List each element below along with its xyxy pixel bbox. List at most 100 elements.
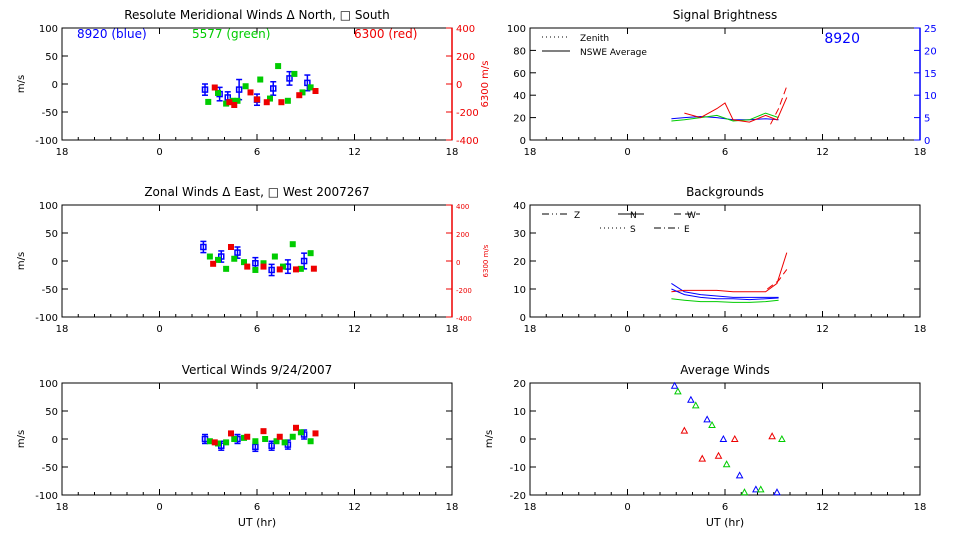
meridional-point bbox=[235, 86, 243, 93]
vertical-point bbox=[297, 429, 304, 436]
zonal-ytick-label: -100 bbox=[35, 313, 58, 324]
vertical-ytick-label: 0 bbox=[52, 435, 58, 446]
average-xtick-label: 6 bbox=[722, 502, 728, 513]
average-point bbox=[687, 395, 695, 403]
vertical-point bbox=[273, 438, 280, 445]
average-point bbox=[752, 485, 760, 493]
backgrounds-frame bbox=[529, 204, 921, 318]
vertical-xtick-label: 18 bbox=[56, 502, 69, 513]
brightness-ytick-label: 80 bbox=[513, 46, 526, 57]
backgrounds-ytick-label: 40 bbox=[513, 201, 526, 212]
average-xtick-label: 18 bbox=[914, 502, 927, 513]
meridional-point bbox=[286, 75, 293, 82]
zonal-ytick-label: -50 bbox=[42, 285, 58, 296]
backgrounds-xtick-label: 12 bbox=[816, 324, 829, 335]
meridional-ytick-label: 0 bbox=[52, 80, 58, 91]
zonal-point bbox=[218, 253, 225, 260]
zonal-point bbox=[260, 263, 267, 270]
brightness-annotation: 8920 bbox=[824, 31, 860, 47]
zonal-point bbox=[276, 266, 283, 273]
average-point bbox=[691, 401, 700, 409]
zonal-point bbox=[206, 253, 213, 260]
average-ylabel: m/s bbox=[484, 430, 495, 448]
meridional-rtick-label: -400 bbox=[456, 136, 479, 147]
zonal-point bbox=[297, 265, 304, 272]
brightness-xtick-label: 6 bbox=[722, 147, 728, 158]
backgrounds-legend-label: S bbox=[630, 225, 636, 235]
backgrounds-series-line-blue bbox=[671, 282, 779, 298]
meridional-rtick-label: -200 bbox=[456, 108, 479, 119]
vertical-point bbox=[307, 438, 314, 445]
average-point bbox=[698, 454, 707, 462]
meridional-xtick-label: 0 bbox=[156, 147, 162, 158]
zonal-rtick-label: -200 bbox=[456, 287, 472, 295]
average-point bbox=[680, 426, 689, 434]
meridional-ytick-label: -100 bbox=[35, 136, 58, 147]
zonal-rtick-label: -400 bbox=[456, 315, 472, 323]
meridional-annotation: 6300 (red) bbox=[354, 27, 417, 41]
brightness-legend-label: NSWE Average bbox=[580, 48, 647, 58]
zonal-point bbox=[252, 266, 259, 273]
brightness-xtick-label: 18 bbox=[524, 147, 537, 158]
vertical-point bbox=[206, 438, 213, 445]
zonal-xtick-label: 12 bbox=[348, 324, 361, 335]
zonal-point bbox=[289, 241, 296, 248]
meridional-rtick-label: 400 bbox=[456, 24, 475, 35]
vertical-point bbox=[211, 439, 218, 446]
zonal-point bbox=[268, 266, 275, 274]
zonal-point bbox=[307, 250, 314, 257]
vertical-xtick-label: 0 bbox=[156, 502, 162, 513]
backgrounds-series-line-red bbox=[671, 252, 788, 293]
vertical-point bbox=[252, 438, 259, 445]
brightness-rtick-label: 5 bbox=[924, 114, 930, 125]
backgrounds-ytick-label: 30 bbox=[513, 229, 526, 240]
meridional-frame bbox=[61, 27, 453, 141]
backgrounds-series-line-green bbox=[671, 298, 779, 303]
average-point bbox=[703, 415, 711, 423]
brightness-rtick-label: 25 bbox=[924, 24, 937, 35]
average-ytick-label: -10 bbox=[510, 463, 526, 474]
average-point bbox=[756, 485, 765, 493]
average-point bbox=[719, 434, 728, 442]
average-point bbox=[778, 434, 786, 442]
meridional-point bbox=[231, 102, 238, 108]
meridional-point bbox=[312, 88, 319, 94]
meridional-point bbox=[263, 99, 270, 106]
zonal-point bbox=[228, 244, 234, 250]
average-point bbox=[722, 460, 731, 468]
vertical-point bbox=[223, 439, 230, 446]
average-ytick-label: 0 bbox=[520, 435, 526, 446]
vertical-panel: Vertical Winds 9/24/2007 18 0 6 12 18 100 50 0 -5… bbox=[16, 363, 458, 529]
average-ytick-label: 10 bbox=[513, 407, 526, 418]
zonal-point bbox=[293, 266, 299, 273]
meridional-xtick-label: 12 bbox=[348, 147, 361, 158]
brightness-rtick-label: 20 bbox=[924, 46, 937, 57]
vertical-point bbox=[268, 442, 275, 449]
backgrounds-ytick-label: 0 bbox=[520, 313, 526, 324]
meridional-point bbox=[201, 86, 209, 93]
brightness-ytick-label: 20 bbox=[513, 114, 526, 125]
brightness-ytick-label: 0 bbox=[520, 136, 526, 147]
vertical-point bbox=[276, 433, 283, 440]
zonal-point bbox=[223, 265, 230, 272]
average-point bbox=[674, 387, 682, 395]
zonal-point bbox=[241, 259, 247, 266]
brightness-ytick-label: 100 bbox=[507, 24, 526, 35]
average-xtick-label: 18 bbox=[524, 502, 537, 513]
vertical-xlabel: UT (hr) bbox=[238, 516, 276, 529]
meridional-point bbox=[278, 99, 285, 106]
meridional-point bbox=[226, 99, 233, 106]
zonal-point bbox=[210, 260, 217, 267]
average-point bbox=[735, 471, 744, 479]
vertical-xtick-label: 6 bbox=[254, 502, 260, 513]
brightness-rtick-label: 10 bbox=[924, 91, 937, 102]
average-point bbox=[730, 434, 739, 442]
zonal-rtick-label: 200 bbox=[456, 231, 469, 239]
backgrounds-title: Backgrounds bbox=[686, 185, 764, 199]
zonal-point bbox=[234, 249, 241, 256]
vertical-ytick-label: 100 bbox=[39, 379, 58, 390]
vertical-point bbox=[293, 424, 299, 431]
average-xtick-label: 12 bbox=[816, 502, 829, 513]
brightness-title: Signal Brightness bbox=[673, 8, 778, 22]
